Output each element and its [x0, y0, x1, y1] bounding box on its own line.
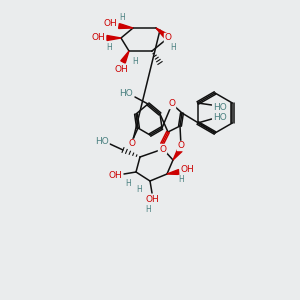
- Text: O: O: [169, 100, 176, 109]
- Text: OH: OH: [108, 170, 122, 179]
- Text: H: H: [170, 44, 176, 52]
- Text: H: H: [145, 205, 151, 214]
- Text: HO: HO: [119, 89, 133, 98]
- Text: O: O: [160, 145, 167, 154]
- Text: OH: OH: [180, 166, 194, 175]
- Text: H: H: [119, 14, 125, 22]
- Polygon shape: [173, 148, 182, 160]
- Polygon shape: [156, 28, 168, 38]
- Text: H: H: [106, 43, 112, 52]
- Text: O: O: [178, 142, 184, 151]
- Text: HO: HO: [213, 103, 226, 112]
- Text: OH: OH: [114, 64, 128, 74]
- Text: HO: HO: [95, 136, 109, 146]
- Polygon shape: [167, 169, 179, 175]
- Text: O: O: [164, 34, 172, 43]
- Text: OH: OH: [145, 196, 159, 205]
- Text: OH: OH: [91, 32, 105, 41]
- Text: O: O: [158, 146, 166, 155]
- Polygon shape: [118, 23, 133, 28]
- Polygon shape: [107, 35, 121, 40]
- Text: O: O: [128, 140, 136, 148]
- Text: HO: HO: [213, 112, 226, 122]
- Text: H: H: [125, 178, 131, 188]
- Text: H: H: [178, 176, 184, 184]
- Text: OH: OH: [103, 20, 117, 28]
- Text: H: H: [132, 56, 138, 65]
- Polygon shape: [121, 51, 129, 63]
- Text: H: H: [136, 184, 142, 194]
